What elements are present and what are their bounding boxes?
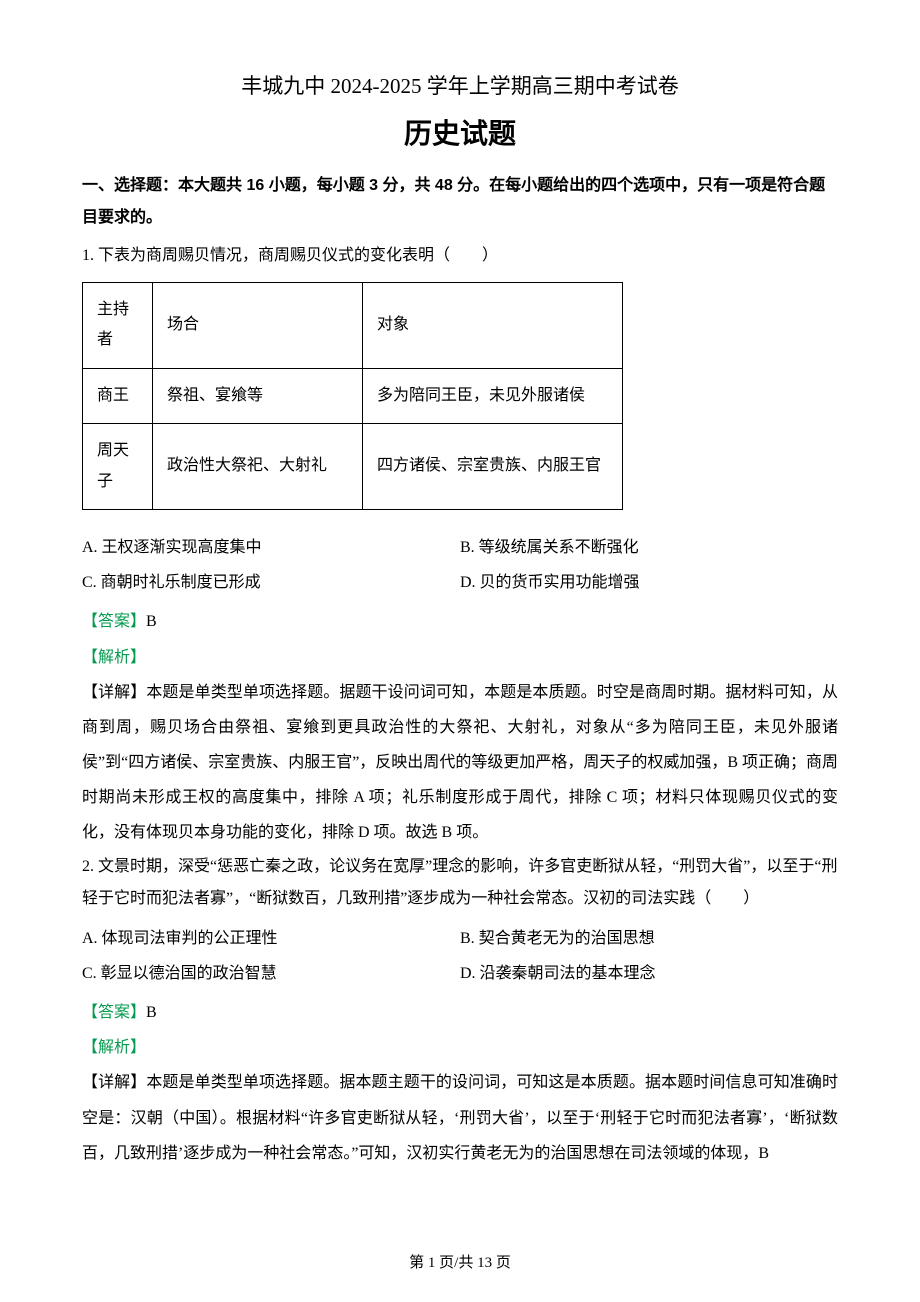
cell-zhou-king: 周天子 [83,424,153,510]
q1-explain: 【详解】本题是单类型单项选择题。据题干设问词可知，本题是本质题。时空是商周时期。… [82,675,838,851]
cell-shang-king: 商王 [83,368,153,423]
answer-label: 【答案】 [82,1004,146,1021]
answer-label: 【答案】 [82,613,146,630]
table-row: 商王 祭祖、宴飨等 多为陪同王臣，未见外服诸侯 [83,368,623,423]
q1-table: 主持者 场合 对象 商王 祭祖、宴飨等 多为陪同王臣，未见外服诸侯 周天子 政治… [82,282,623,510]
exam-page: 丰城九中 2024-2025 学年上学期高三期中考试卷 历史试题 一、选择题：本… [0,0,920,1302]
q2-explain: 【详解】本题是单类型单项选择题。据本题主题干的设问词，可知这是本质题。据本题时间… [82,1065,838,1171]
q2-option-c: C. 彰显以德治国的政治智慧 [82,956,460,991]
cell-zhou-target: 四方诸侯、宗室贵族、内服王官 [363,424,623,510]
q1-option-a: A. 王权逐渐实现高度集中 [82,530,460,565]
q1-analysis-label: 【解析】 [82,640,838,675]
section-instruction: 一、选择题：本大题共 16 小题，每小题 3 分，共 48 分。在每小题给出的四… [82,170,838,234]
q1-option-d: D. 贝的货币实用功能增强 [460,565,838,600]
cell-shang-occasion: 祭祖、宴飨等 [153,368,363,423]
q2-stem: 2. 文景时期，深受“惩恶亡秦之政，论议务在宽厚”理念的影响，许多官吏断狱从轻，… [82,851,838,915]
q1-stem: 1. 下表为商周赐贝情况，商周赐贝仪式的变化表明（ ） [82,240,838,272]
answer-value: B [146,613,157,630]
paper-title-line2: 历史试题 [82,112,838,152]
cell-zhou-occasion: 政治性大祭祀、大射礼 [153,424,363,510]
q2-option-b: B. 契合黄老无为的治国思想 [460,921,838,956]
q1-answer: 【答案】B [82,604,838,639]
q1-option-c: C. 商朝时礼乐制度已形成 [82,565,460,600]
cell-shang-target: 多为陪同王臣，未见外服诸侯 [363,368,623,423]
q2-option-d: D. 沿袭秦朝司法的基本理念 [460,956,838,991]
q2-options: A. 体现司法审判的公正理性 B. 契合黄老无为的治国思想 C. 彰显以德治国的… [82,921,838,991]
answer-value: B [146,1004,157,1021]
q2-analysis-label: 【解析】 [82,1030,838,1065]
cell-host-header: 主持者 [83,283,153,369]
table-row: 周天子 政治性大祭祀、大射礼 四方诸侯、宗室贵族、内服王官 [83,424,623,510]
cell-target-header: 对象 [363,283,623,369]
paper-title-line1: 丰城九中 2024-2025 学年上学期高三期中考试卷 [82,70,838,100]
cell-occasion-header: 场合 [153,283,363,369]
q1-options: A. 王权逐渐实现高度集中 B. 等级统属关系不断强化 C. 商朝时礼乐制度已形… [82,530,838,600]
table-row: 主持者 场合 对象 [83,283,623,369]
q2-answer: 【答案】B [82,995,838,1030]
page-footer: 第 1 页/共 13 页 [0,1251,920,1272]
q2-option-a: A. 体现司法审判的公正理性 [82,921,460,956]
q1-option-b: B. 等级统属关系不断强化 [460,530,838,565]
